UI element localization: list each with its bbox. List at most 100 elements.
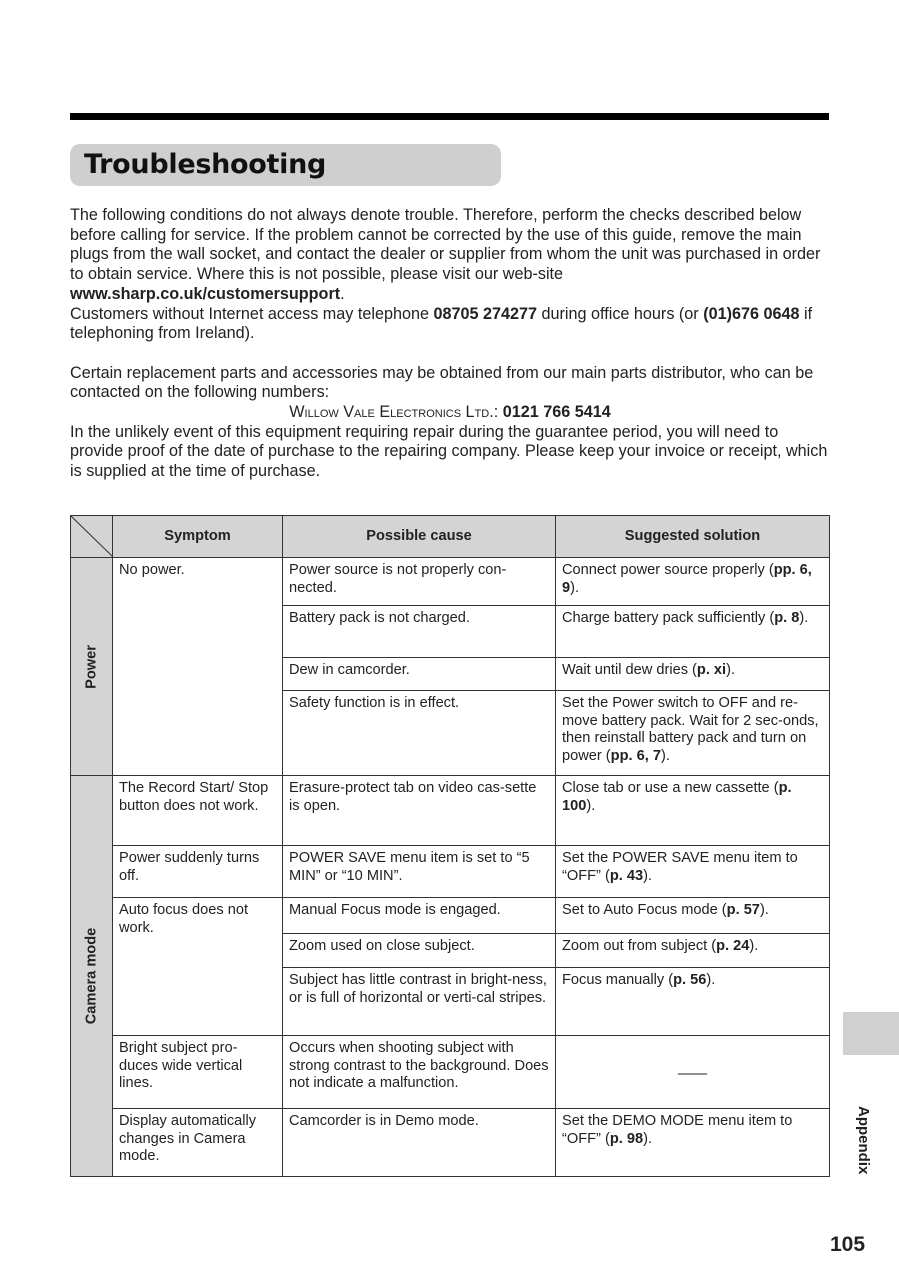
solution-cell: Focus manually (p. 56). [555, 967, 830, 1036]
table-row: Auto focus does not work. Manual Focus mo… [71, 897, 830, 1036]
corner-cell [70, 515, 113, 558]
cause-cell: Camcorder is in Demo mode. [282, 1108, 556, 1177]
page-title: Troubleshooting [84, 149, 327, 180]
cause-cell: Battery pack is not charged. [282, 605, 556, 658]
text-segment: Zoom out from subject ( [562, 938, 717, 954]
intro-paragraph-2: Customers without Internet access may te… [70, 305, 830, 344]
text-segment: Set to Auto Focus mode ( [562, 902, 727, 918]
text-segment: ). [643, 1130, 653, 1147]
text-segment: if telephoning from Ireland). [70, 304, 813, 343]
distributor-phone: 0121 766 5414 [502, 403, 611, 422]
text-segment: Charge battery pack sufficiently ( [562, 610, 775, 626]
text-segment: ). [660, 747, 670, 764]
symptom-cell: No power. [112, 557, 283, 776]
text-segment: during office hours (or [537, 304, 704, 323]
table-row: Camera mode The Record Start/ Stop button… [70, 775, 830, 1177]
cause-cell: Occurs when shooting subject with strong… [282, 1035, 556, 1109]
solution-cell: Set the Power switch to OFF and re-move … [555, 690, 830, 776]
solution-cell: Close tab or use a new cassette (p. 100)… [555, 775, 830, 846]
text-segment: Connect power source properly ( [562, 562, 774, 578]
category-cell: Power [70, 557, 113, 776]
solution-cell: Connect power source properly (pp. 6, 9)… [555, 557, 830, 606]
page-reference: pp. 6, 9 [562, 562, 812, 596]
intro-paragraph-1: The following conditions do not always d… [70, 206, 830, 305]
table-row: Power suddenly turns off. POWER SAVE menu… [71, 845, 830, 898]
page-reference: p. 8 [774, 610, 800, 626]
table-row: Bright subject pro-duces wide vertical l… [71, 1035, 830, 1109]
symptom-cell: Bright subject pro-duces wide vertical l… [112, 1035, 283, 1109]
page-reference: (01)676 0648 [703, 304, 800, 323]
page-reference: www.sharp.co.uk/customersupport [70, 284, 341, 303]
table-row: Battery pack is not charged. Charge batte… [71, 605, 830, 658]
table-row: Subject has little contrast in bright-ne… [71, 967, 830, 1036]
cause-cell: Erasure-protect tab on video cas-sette i… [282, 775, 556, 846]
symptom-cell: The Record Start/ Stop button does not w… [112, 775, 283, 846]
page-number: 105 [830, 1233, 866, 1256]
table-header-row: Symptom Possible cause Suggested solutio… [70, 515, 830, 558]
solution-cell: Set to Auto Focus mode (p. 57). [555, 897, 830, 934]
table-row: Display automatically changes in Camera … [71, 1108, 830, 1177]
title-banner: Troubleshooting [70, 144, 501, 186]
page-reference: p. 57 [726, 902, 760, 918]
diagonal-line [71, 516, 113, 557]
distributor-line: Willow Vale Electronics Ltd.: 0121 766 5… [289, 403, 611, 422]
cause-cell: Power source is not properly con-nected. [282, 557, 556, 606]
symptom-cell: Power suddenly turns off. [112, 845, 283, 898]
troubleshooting-table: Symptom Possible cause Suggested solutio… [70, 515, 830, 1177]
distributor-name: Willow Vale Electronics Ltd. [289, 403, 494, 422]
cause-cell: Manual Focus mode is engaged. [282, 897, 556, 934]
text-segment: ). [799, 610, 809, 626]
section-tab [843, 1012, 899, 1055]
symptom-cell: Display automatically changes in Camera … [112, 1108, 283, 1177]
solution-cell: Set the DEMO MODE menu item to “OFF” (p.… [555, 1108, 830, 1177]
text-segment: ). [749, 938, 759, 954]
header-solution: Suggested solution [555, 515, 830, 558]
page-reference: p. 43 [609, 867, 644, 884]
text-segment: Set the Power switch to OFF and re-move … [562, 695, 819, 764]
table-row: Dew in camcorder. Wait until dew dries (p… [71, 657, 830, 691]
category-label: Camera mode [82, 927, 99, 1025]
text-segment: ). [570, 579, 580, 596]
page-reference: p. 98 [609, 1130, 644, 1147]
text-segment: . [340, 284, 345, 303]
page-reference: p. xi [696, 662, 727, 678]
cause-cell: Subject has little contrast in bright-ne… [282, 967, 556, 1036]
guarantee-paragraph: In the unlikely event of this equipment … [70, 422, 828, 481]
text-segment: Customers without Internet access may te… [70, 304, 434, 323]
section-tab-label: Appendix [855, 1106, 872, 1175]
page-reference: pp. 6, 7 [610, 747, 661, 764]
table-row: Zoom used on close subject. Zoom out from… [71, 933, 830, 968]
table-row: Power No power. Power source is not proper… [70, 557, 830, 776]
text-segment: Close tab or use a new cassette ( [562, 780, 779, 796]
text-segment: ). [643, 867, 653, 884]
text-segment: The following conditions do not always d… [70, 206, 821, 284]
text-segment: Focus manually ( [562, 972, 674, 988]
text-segment: ). [759, 902, 769, 918]
no-solution-dash: —— [677, 1066, 708, 1082]
page-reference: p. 100 [562, 780, 792, 814]
page-reference: p. 24 [716, 938, 750, 954]
cause-cell: Safety function is in effect. [282, 690, 556, 776]
page-reference: 08705 274277 [433, 304, 538, 323]
parts-paragraph: Certain replacement parts and accessorie… [70, 363, 814, 402]
cause-cell: Dew in camcorder. [282, 657, 556, 691]
intro-section: The following conditions do not always d… [70, 206, 830, 482]
text-segment: Set the POWER SAVE menu item to “OFF” ( [562, 850, 798, 884]
text-segment: ). [726, 662, 736, 678]
top-rule [70, 113, 829, 120]
solution-cell: Set the POWER SAVE menu item to “OFF” (p… [555, 845, 830, 898]
category-label: Power [82, 644, 99, 689]
text-segment: ). [706, 972, 716, 988]
header-symptom: Symptom [112, 515, 283, 558]
category-cell: Camera mode [70, 775, 113, 1177]
text-segment: Set the DEMO MODE menu item to “OFF” ( [562, 1113, 793, 1147]
header-cause: Possible cause [282, 515, 556, 558]
solution-cell: —— [555, 1035, 830, 1109]
solution-cell: Wait until dew dries (p. xi). [555, 657, 830, 691]
cause-cell: POWER SAVE menu item is set to “5 MIN” o… [282, 845, 556, 898]
cause-cell: Zoom used on close subject. [282, 933, 556, 968]
text-segment: Wait until dew dries ( [562, 662, 697, 678]
symptom-cell: Auto focus does not work. [112, 897, 283, 1036]
solution-cell: Charge battery pack sufficiently (p. 8). [555, 605, 830, 658]
solution-cell: Zoom out from subject (p. 24). [555, 933, 830, 968]
